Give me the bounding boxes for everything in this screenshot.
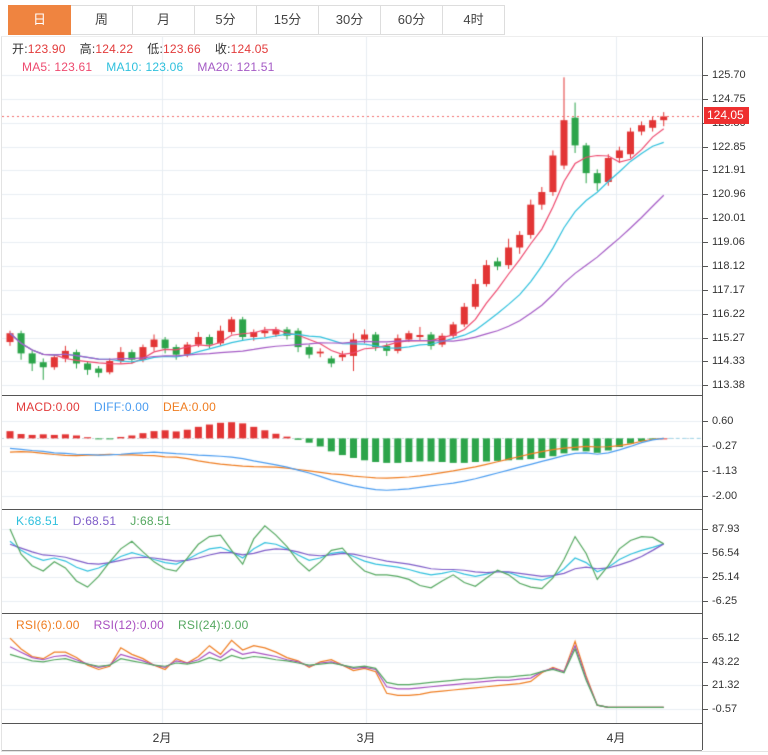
legend-item: 收:124.05	[214, 42, 269, 56]
y-axis-label: 113.38	[703, 378, 745, 392]
legend-item: K:68.51	[16, 514, 59, 528]
x-axis-label: 2月	[152, 731, 172, 745]
tab-30分[interactable]: 30分	[319, 5, 381, 35]
ohlc-legend: 开:123.90 高:124.22 低:123.66 收:124.05	[12, 40, 283, 57]
interval-tabbar: 日周月 5分 15分 30分 60分 4时	[8, 5, 505, 35]
legend-item: RSI(6):0.00	[16, 618, 80, 632]
y-axis-label: 124.75	[703, 92, 746, 106]
macd-canvas[interactable]	[2, 396, 702, 509]
y-axis-label: -1.13	[703, 464, 737, 478]
legend-item: 低:123.66	[147, 42, 201, 56]
y-axis-label: 120.01	[703, 211, 746, 225]
ma-legend: MA5: 123.61 MA10: 123.06 MA20: 121.51	[22, 60, 289, 74]
tab-日[interactable]: 日	[8, 5, 71, 35]
tab-周[interactable]: 周	[71, 5, 133, 35]
y-axis-label: 65.12	[703, 631, 740, 645]
x-axis-label: 4月	[606, 731, 626, 745]
y-axis-label: 115.27	[703, 331, 745, 345]
y-axis-label: 21.32	[703, 678, 740, 692]
y-axis-label: -2.00	[703, 489, 737, 503]
tab-5分[interactable]: 5分	[195, 5, 257, 35]
legend-item: RSI(24):0.00	[178, 618, 249, 632]
y-axis-label: -0.57	[703, 702, 737, 716]
y-axis-label: 56.54	[703, 546, 740, 560]
legend-item: J:68.51	[130, 514, 171, 528]
x-axis-label: 3月	[356, 731, 376, 745]
tab-4时[interactable]: 4时	[443, 5, 505, 35]
y-axis-label: 117.17	[703, 283, 745, 297]
y-axis-label: 125.70	[703, 68, 746, 82]
legend-item: MA10: 123.06	[106, 60, 184, 74]
y-axis-label: 121.91	[703, 163, 746, 177]
rsi-canvas[interactable]	[2, 614, 702, 723]
panel-divider	[2, 613, 702, 614]
x-axis-row: 2月 3月 4月	[2, 723, 702, 751]
y-axis-label: 114.33	[703, 354, 745, 368]
legend-item: MA5: 123.61	[22, 60, 93, 74]
tab-60分[interactable]: 60分	[381, 5, 443, 35]
y-axis-column: 124.05 125.70124.75123.80122.85121.91120…	[702, 37, 768, 750]
y-axis-label: 122.85	[703, 140, 746, 154]
legend-item: 高:124.22	[79, 42, 134, 56]
legend-item: RSI(12):0.00	[93, 618, 164, 632]
y-axis-label: 43.22	[703, 655, 740, 669]
y-axis-label: 87.93	[703, 522, 740, 536]
tab-15分[interactable]: 15分	[257, 5, 319, 35]
kdj-canvas[interactable]	[2, 510, 702, 613]
main-chart-canvas[interactable]	[2, 37, 702, 395]
y-axis-label: 118.12	[703, 259, 745, 273]
rsi-legend: RSI(6):0.00 RSI(12):0.00 RSI(24):0.00	[16, 618, 262, 632]
y-axis-label: 119.06	[703, 235, 745, 249]
panel-divider	[2, 509, 702, 510]
legend-item: MACD:0.00	[16, 400, 80, 414]
tab-月[interactable]: 月	[133, 5, 195, 35]
legend-item: 开:123.90	[12, 42, 66, 56]
y-axis-label: 0.60	[703, 414, 733, 428]
legend-item: D:68.51	[72, 514, 117, 528]
legend-item: MA20: 121.51	[197, 60, 275, 74]
y-axis-label: 25.14	[703, 570, 740, 584]
legend-item: DEA:0.00	[162, 400, 216, 414]
macd-legend: MACD:0.00 DIFF:0.00 DEA:0.00	[16, 400, 230, 414]
panel-divider	[2, 395, 702, 396]
y-axis-label: 120.96	[703, 187, 746, 201]
y-axis-label: 116.22	[703, 307, 745, 321]
chart-region: 开:123.90 高:124.22 低:123.66 收:124.05 MA5: 12…	[1, 36, 768, 752]
price-tag: 124.05	[704, 107, 749, 125]
legend-item: DIFF:0.00	[93, 400, 149, 414]
y-axis-label: -0.27	[703, 439, 737, 453]
plot-area: 开:123.90 高:124.22 低:123.66 收:124.05 MA5: 12…	[2, 37, 702, 751]
y-axis-label: -6.25	[703, 594, 737, 608]
kdj-legend: K:68.51 D:68.51 J:68.51	[16, 514, 185, 528]
